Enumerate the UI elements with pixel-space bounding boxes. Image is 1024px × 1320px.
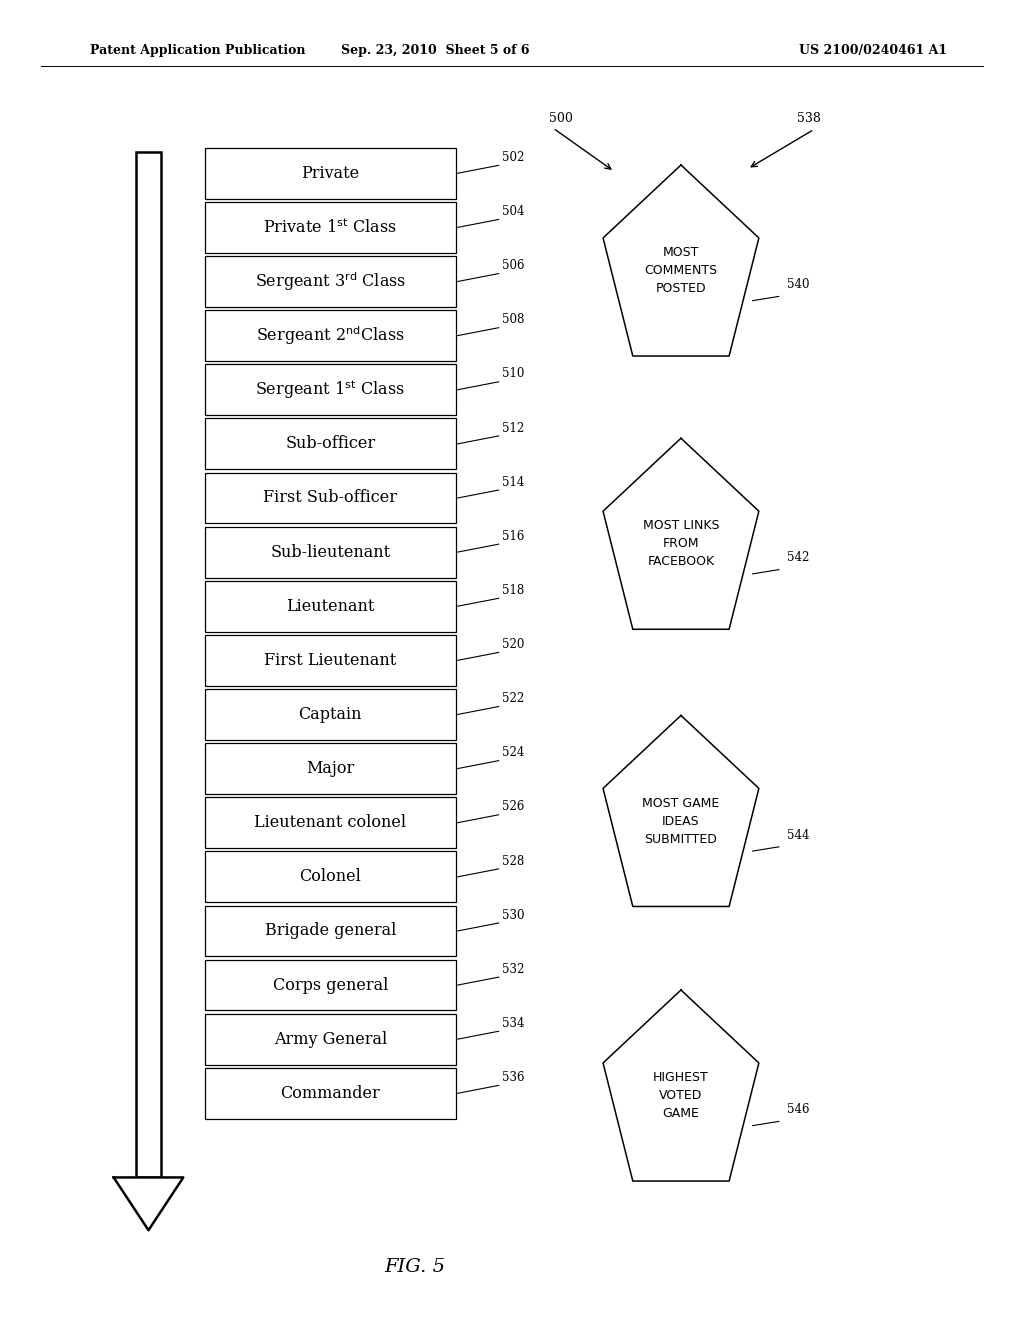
Text: 504: 504 (502, 205, 524, 218)
Text: First Sub-officer: First Sub-officer (263, 490, 397, 507)
Text: 518: 518 (502, 583, 524, 597)
Bar (205, 960, 456, 1011)
Text: 542: 542 (787, 552, 809, 565)
Text: Private 1$^{\mathrm{st}}$ Class: Private 1$^{\mathrm{st}}$ Class (263, 218, 397, 236)
Text: Sergeant 1$^{\mathrm{st}}$ Class: Sergeant 1$^{\mathrm{st}}$ Class (255, 379, 406, 401)
Text: 508: 508 (502, 313, 524, 326)
Text: 528: 528 (502, 854, 524, 867)
Text: US 2100/0240461 A1: US 2100/0240461 A1 (799, 44, 947, 57)
Text: MOST
COMMENTS
POSTED: MOST COMMENTS POSTED (644, 246, 718, 296)
Text: Sub-lieutenant: Sub-lieutenant (270, 544, 390, 561)
Text: 516: 516 (502, 529, 524, 543)
Bar (205, 527, 456, 578)
Text: 532: 532 (502, 962, 524, 975)
Bar (205, 797, 456, 847)
Polygon shape (603, 990, 759, 1181)
Text: Private: Private (301, 165, 359, 182)
Text: FIG. 5: FIG. 5 (384, 1258, 445, 1276)
Text: First Lieutenant: First Lieutenant (264, 652, 396, 669)
Polygon shape (603, 715, 759, 907)
Text: Corps general: Corps general (272, 977, 388, 994)
Polygon shape (603, 438, 759, 630)
Text: 526: 526 (502, 800, 524, 813)
Text: 524: 524 (502, 746, 524, 759)
Text: 536: 536 (502, 1071, 524, 1084)
Bar (205, 256, 456, 306)
Text: Major: Major (306, 760, 354, 777)
Text: 502: 502 (502, 150, 524, 164)
Text: Sergeant 3$^{\mathrm{rd}}$ Class: Sergeant 3$^{\mathrm{rd}}$ Class (255, 271, 406, 293)
Bar (205, 310, 456, 360)
Text: HIGHEST
VOTED
GAME: HIGHEST VOTED GAME (653, 1071, 709, 1121)
Text: Patent Application Publication: Patent Application Publication (90, 44, 305, 57)
Text: 534: 534 (502, 1016, 524, 1030)
Text: Captain: Captain (298, 706, 362, 723)
Bar (205, 743, 456, 795)
Text: Commander: Commander (281, 1085, 380, 1102)
Text: Sep. 23, 2010  Sheet 5 of 6: Sep. 23, 2010 Sheet 5 of 6 (341, 44, 529, 57)
Text: 510: 510 (502, 367, 524, 380)
Polygon shape (114, 1177, 183, 1230)
Bar (205, 473, 456, 523)
Bar (205, 202, 456, 253)
Bar (205, 148, 456, 198)
Text: 540: 540 (787, 279, 810, 292)
Text: MOST GAME
IDEAS
SUBMITTED: MOST GAME IDEAS SUBMITTED (642, 796, 720, 846)
Text: Army General: Army General (273, 1031, 387, 1048)
Text: 500: 500 (549, 112, 573, 125)
Text: 522: 522 (502, 692, 524, 705)
Text: Sub-officer: Sub-officer (285, 436, 376, 453)
Text: 544: 544 (787, 829, 810, 842)
Bar (205, 1014, 456, 1064)
Text: 514: 514 (502, 475, 524, 488)
Bar (205, 581, 456, 631)
Text: MOST LINKS
FROM
FACEBOOK: MOST LINKS FROM FACEBOOK (643, 519, 719, 569)
Text: Sergeant 2$^{\mathrm{nd}}$Class: Sergeant 2$^{\mathrm{nd}}$Class (256, 325, 404, 347)
Text: 506: 506 (502, 259, 524, 272)
Text: Brigade general: Brigade general (264, 923, 396, 940)
Text: 538: 538 (797, 112, 821, 125)
Bar (136, 152, 161, 1177)
Bar (205, 689, 456, 739)
Text: 512: 512 (502, 421, 524, 434)
Text: Colonel: Colonel (299, 869, 361, 886)
Bar (205, 851, 456, 903)
Text: Lieutenant: Lieutenant (286, 598, 375, 615)
Bar (205, 418, 456, 469)
Bar (205, 1068, 456, 1119)
Bar (205, 635, 456, 685)
Text: 546: 546 (787, 1104, 810, 1117)
Bar (205, 906, 456, 956)
Text: Lieutenant colonel: Lieutenant colonel (254, 814, 407, 832)
Bar (205, 364, 456, 414)
Text: 530: 530 (502, 908, 524, 921)
Polygon shape (603, 165, 759, 356)
Text: 520: 520 (502, 638, 524, 651)
